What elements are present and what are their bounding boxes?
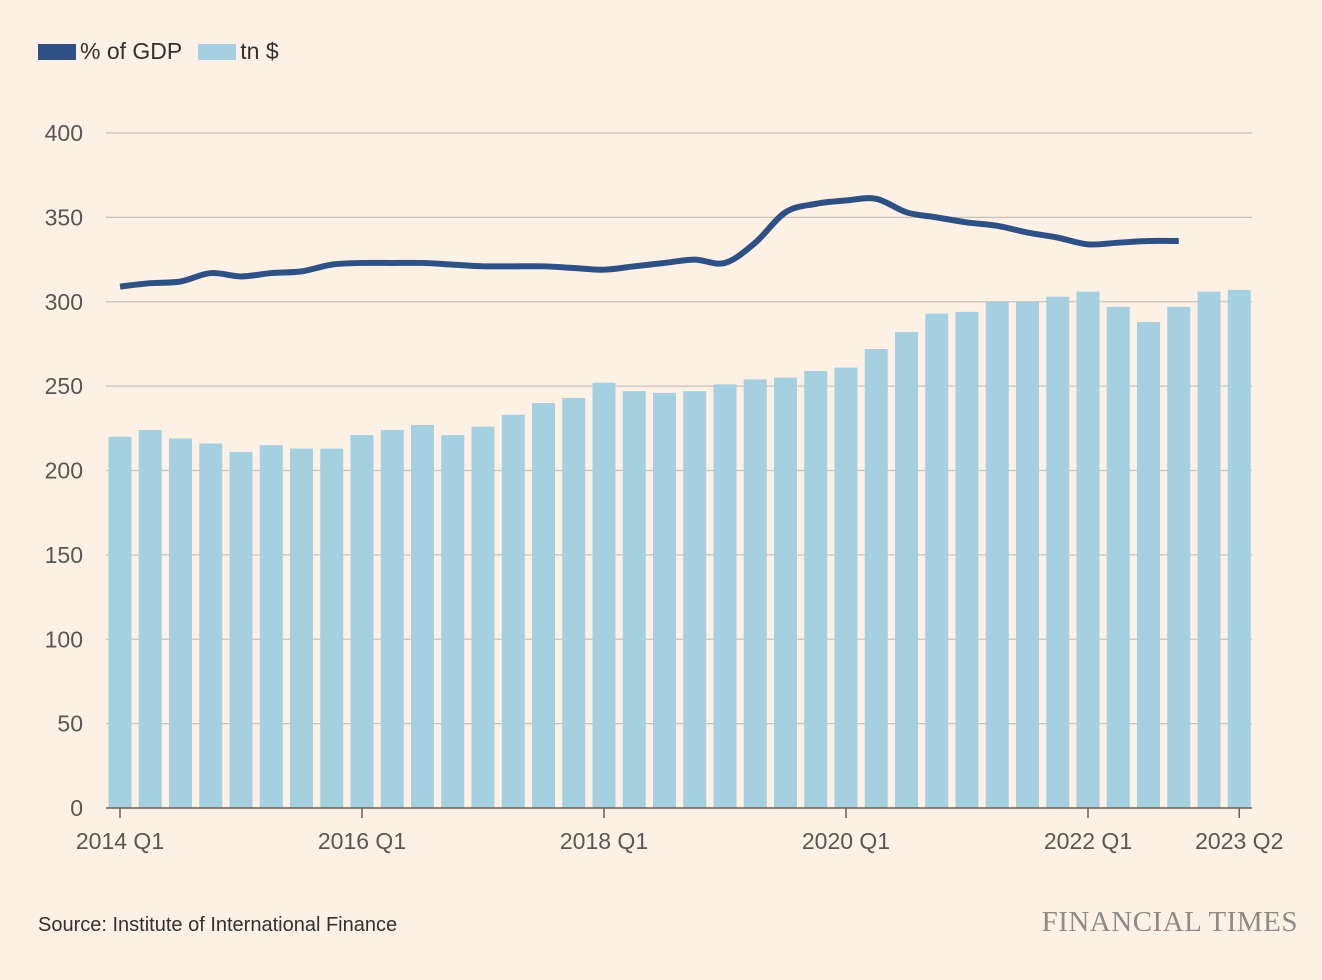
bar bbox=[169, 438, 192, 808]
y-tick-label: 0 bbox=[70, 795, 83, 821]
bar bbox=[501, 414, 525, 808]
bar bbox=[804, 370, 828, 808]
bar bbox=[441, 435, 465, 808]
gdp-line bbox=[119, 195, 1179, 290]
bar bbox=[1167, 306, 1191, 808]
bar bbox=[955, 311, 979, 808]
bar bbox=[774, 377, 797, 808]
source-note: Source: Institute of International Finan… bbox=[38, 914, 398, 936]
x-tick-label: 2022 Q1 bbox=[1044, 828, 1132, 854]
bar bbox=[622, 391, 646, 808]
x-tick-label: 2014 Q1 bbox=[76, 828, 164, 854]
y-tick-label: 400 bbox=[45, 120, 83, 146]
bar bbox=[592, 382, 616, 808]
bar bbox=[743, 379, 767, 808]
bar bbox=[229, 451, 253, 808]
bar bbox=[683, 391, 707, 808]
x-tick-label: 2020 Q1 bbox=[802, 828, 890, 854]
x-tick-label: 2023 Q2 bbox=[1195, 828, 1283, 854]
line-series bbox=[119, 195, 1179, 290]
bar bbox=[411, 424, 434, 808]
y-tick-label: 50 bbox=[57, 711, 83, 737]
bar bbox=[985, 301, 1009, 808]
x-tick-label: 2016 Q1 bbox=[318, 828, 406, 854]
bar bbox=[108, 436, 132, 808]
bar bbox=[380, 430, 404, 808]
bar bbox=[834, 367, 858, 808]
bar bbox=[259, 445, 283, 808]
bar bbox=[562, 397, 586, 808]
bar bbox=[532, 403, 555, 808]
bar bbox=[199, 443, 223, 808]
y-tick-label: 150 bbox=[45, 542, 83, 568]
y-tick-label: 350 bbox=[45, 204, 83, 230]
y-tick-label: 250 bbox=[45, 373, 83, 399]
legend: % of GDP tn $ bbox=[38, 38, 295, 65]
y-tick-label: 100 bbox=[45, 626, 83, 652]
legend-label-gdp: % of GDP bbox=[80, 38, 183, 64]
bar bbox=[1137, 322, 1160, 808]
bar bbox=[1197, 291, 1221, 808]
x-tick-label: 2018 Q1 bbox=[560, 828, 648, 854]
bar bbox=[1106, 306, 1130, 808]
brand-logo: FINANCIAL TIMES bbox=[1041, 906, 1298, 938]
legend-item-tn: tn $ bbox=[198, 38, 279, 65]
bar bbox=[1016, 301, 1039, 808]
legend-label-tn: tn $ bbox=[240, 38, 279, 64]
legend-swatch-tn bbox=[198, 43, 237, 60]
bar bbox=[471, 426, 495, 808]
bar bbox=[138, 430, 162, 808]
bar bbox=[1076, 291, 1100, 808]
bar bbox=[713, 384, 737, 808]
bar bbox=[925, 313, 949, 808]
bar bbox=[290, 448, 313, 808]
legend-item-gdp: % of GDP bbox=[38, 38, 182, 65]
legend-swatch-gdp bbox=[38, 43, 76, 60]
bar bbox=[350, 435, 374, 808]
bar bbox=[864, 349, 888, 808]
axes: 0 50 100 150 200 250 300 350 400 2014 Q1 2016 Q1 20… bbox=[45, 120, 1284, 854]
bar bbox=[895, 332, 918, 808]
y-tick-label: 200 bbox=[45, 458, 83, 484]
bars bbox=[108, 289, 1251, 808]
bar bbox=[1046, 296, 1070, 808]
bar bbox=[320, 448, 344, 808]
y-tick-label: 300 bbox=[45, 289, 83, 315]
bar bbox=[1227, 289, 1251, 808]
bar bbox=[653, 392, 676, 808]
